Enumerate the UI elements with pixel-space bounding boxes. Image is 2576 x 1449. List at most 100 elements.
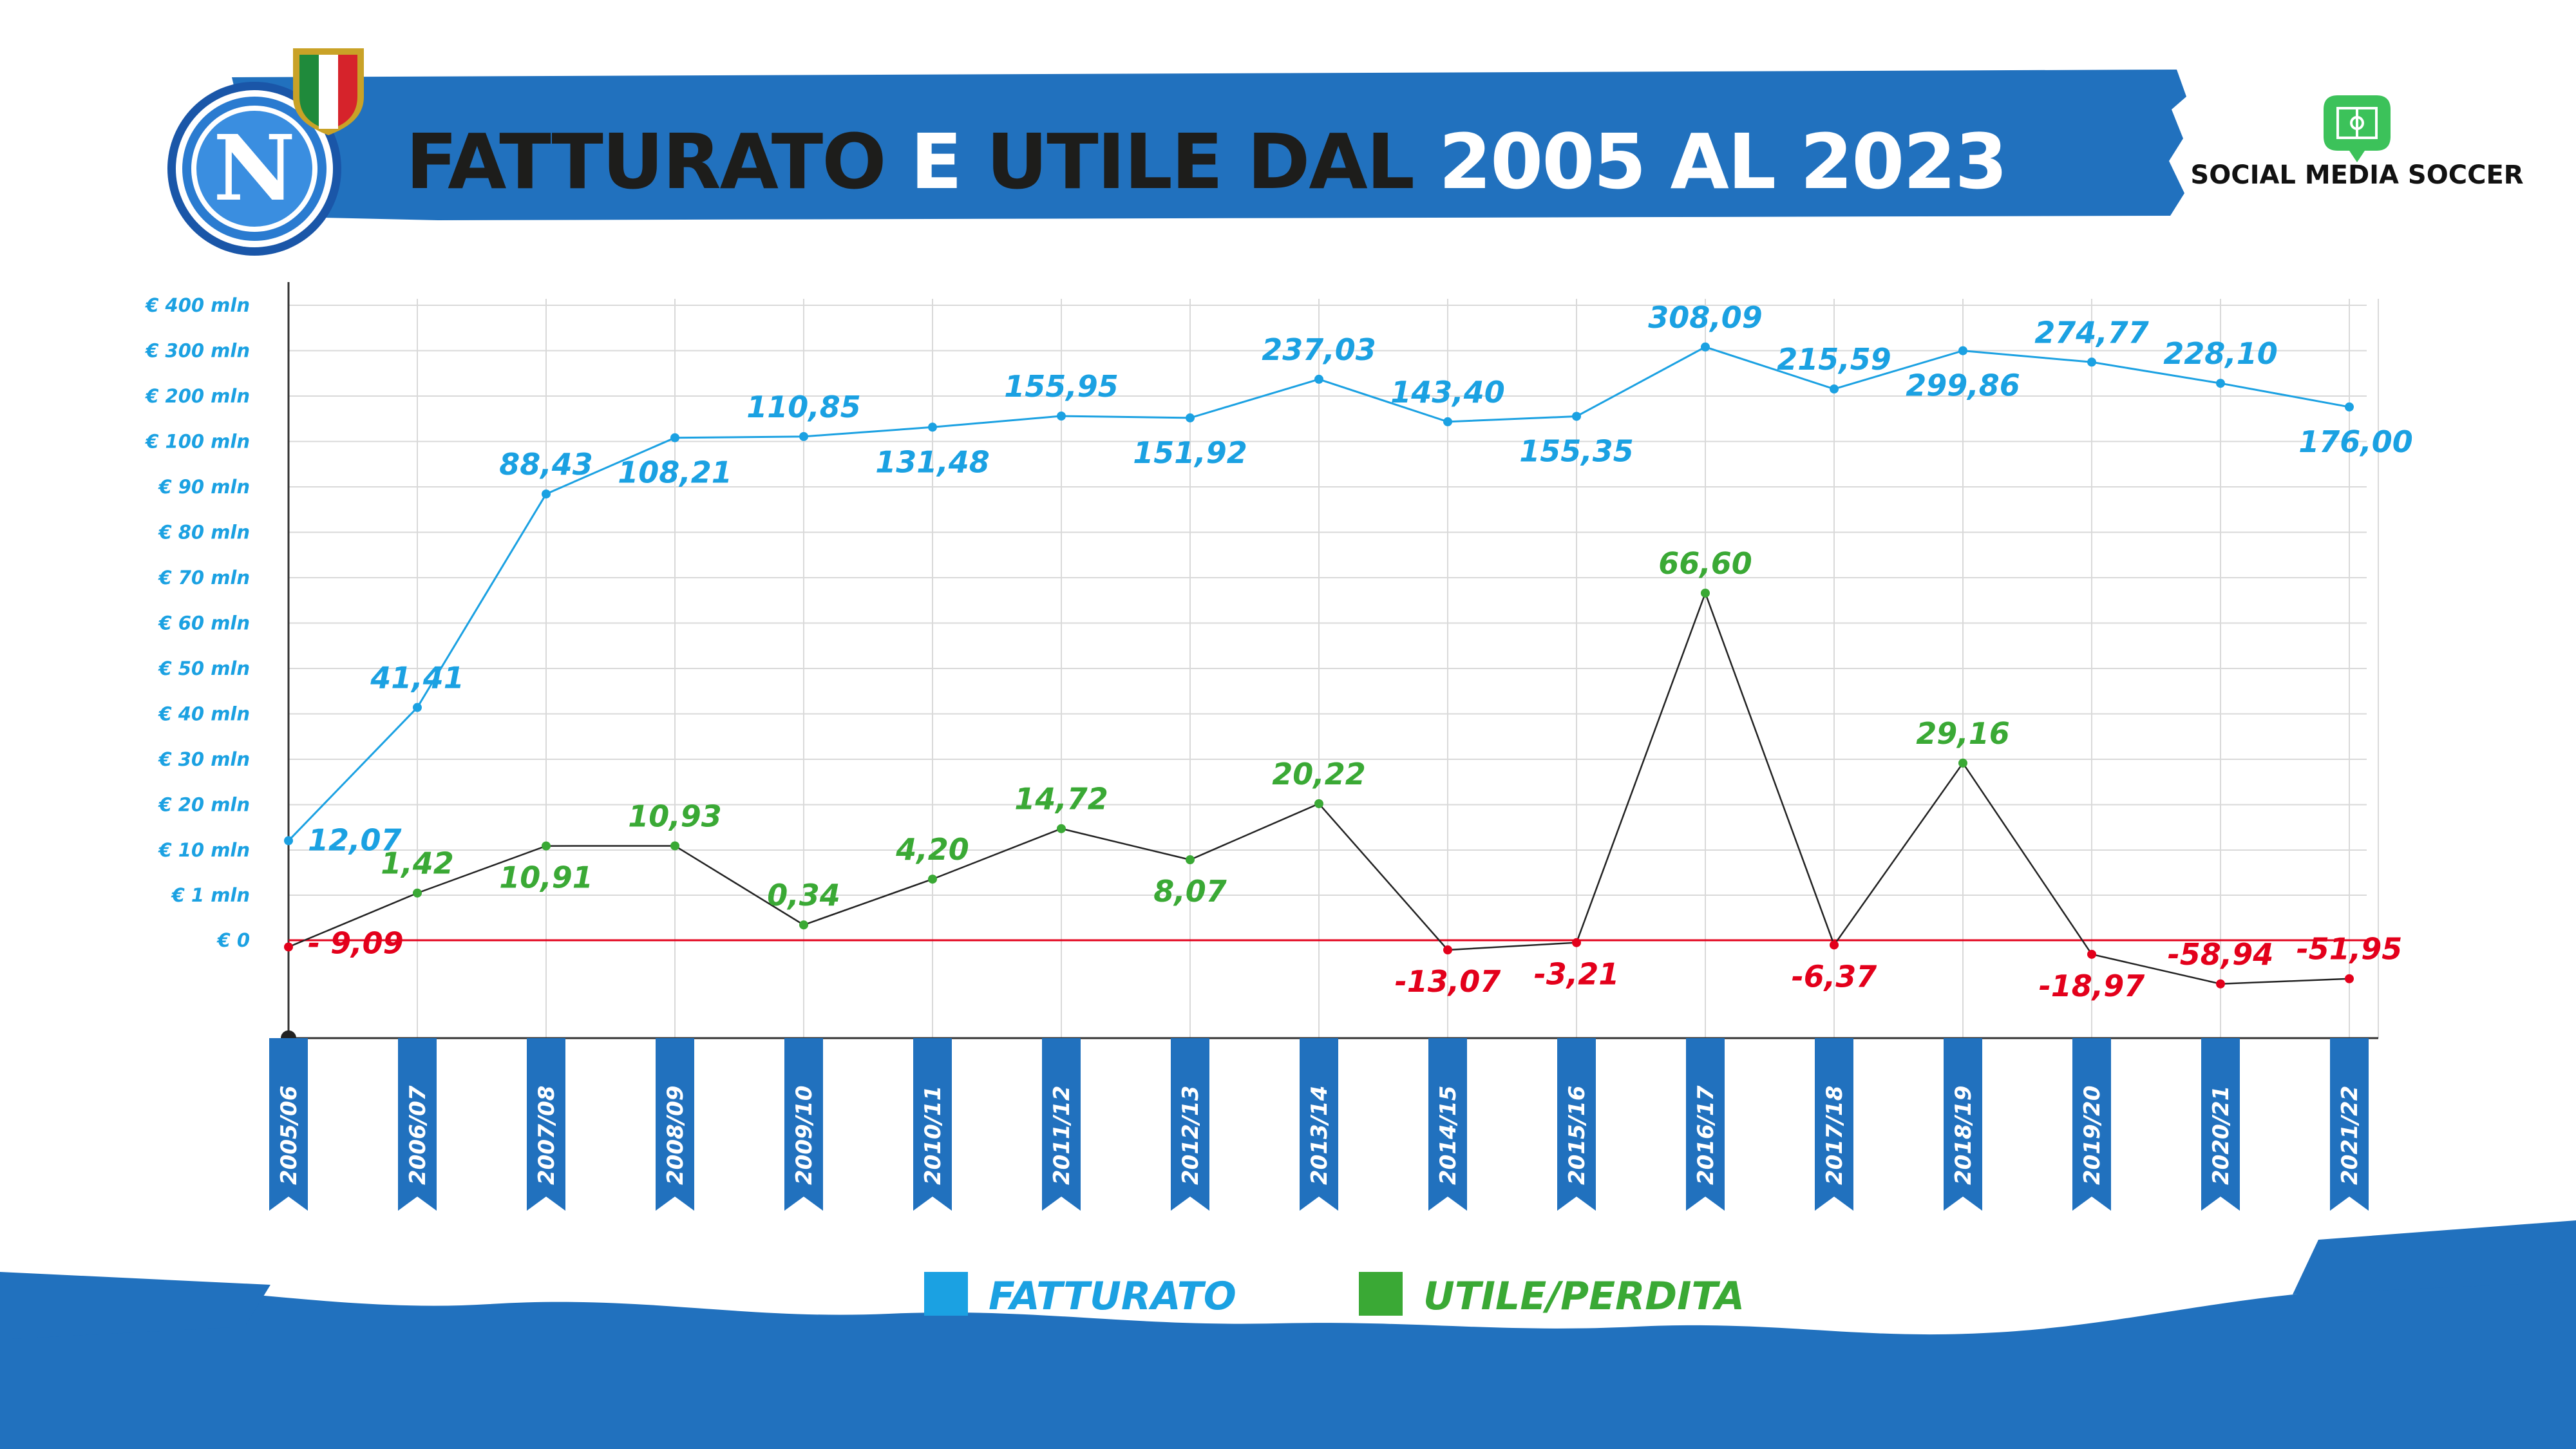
legend-label-fatturato: FATTURATO [989,1274,1236,1319]
title-years: 2005 AL 2023 [1439,117,2007,206]
utile-perdita-point [1958,758,1967,768]
bottom-band-accent-left [0,1272,270,1340]
fatturato-data-label: 110,85 [746,390,861,424]
utile-perdita-data-label: 20,22 [1272,757,1366,791]
fatturato-data-label: 151,92 [1133,435,1247,470]
season-ribbon [1300,1038,1338,1211]
season-label: 2007/08 [534,1086,560,1185]
utile-perdita-data-label: 8,07 [1153,874,1227,909]
season-ribbon [2201,1038,2240,1211]
season-label: 2009/10 [791,1086,817,1185]
fatturato-data-label: 88,43 [499,447,593,482]
season-ribbon [1428,1038,1467,1211]
season-label: 2013/14 [1307,1086,1332,1185]
season-ribbon [1686,1038,1725,1211]
fatturato-data-label: 299,86 [1906,368,2020,403]
y-tick-label: € 100 mln [144,431,250,453]
y-tick-label: € 0 [216,929,250,951]
fatturato-data-label: 131,48 [875,444,990,479]
y-tick-label: € 200 mln [144,385,250,407]
title-word-fatturato: FATTURATO [406,117,886,206]
legend-swatch-fatturato [924,1272,968,1316]
season-label: 2011/12 [1049,1086,1075,1185]
bottom-band-accent [2293,1220,2576,1294]
season-ribbon [913,1038,952,1211]
scudetto-shield-icon [293,48,364,135]
utile-perdita-data-label: 4,20 [895,832,969,867]
season-label: 2015/16 [1564,1086,1590,1185]
season-label: 2019/20 [2079,1086,2105,1185]
fatturato-data-label: 215,59 [1777,342,1891,377]
fatturato-data-label: 155,95 [1004,369,1119,404]
utile-perdita-point [1186,855,1195,865]
fatturato-point [1443,417,1452,426]
season-label: 2014/15 [1435,1086,1461,1185]
y-tick-label: € 300 mln [144,340,250,362]
fatturato-point [928,422,937,432]
season-label: 2018/19 [1951,1086,1976,1185]
utile-perdita-point [2345,974,2354,983]
fatturato-data-label: 176,00 [2298,424,2413,459]
utile-perdita-data-label: 10,93 [628,799,722,833]
utile-perdita-point [1701,588,1710,598]
grid [288,299,2379,1038]
fatturato-point [1572,412,1581,421]
y-tick-label: € 400 mln [144,294,250,316]
utile-perdita-data-label: 0,34 [767,878,840,913]
utile-perdita-point [1314,799,1323,808]
y-tick-label: € 50 mln [157,658,250,679]
utile-perdita-data-label: -51,95 [2297,932,2403,967]
season-ribbons: 2005/06 2006/07 2007/08 2008/09 2009/10 2010/… [269,1038,2369,1211]
fatturato-point [1186,413,1195,422]
season-ribbon [2072,1038,2111,1211]
utile-perdita-data-label: 1,42 [381,846,454,881]
y-tick-labels: € 0 € 1 mln € 10 mln € 20 mln € 30 mln € 40 m… [144,294,250,951]
season-label: 2021/22 [2337,1086,2363,1185]
y-tick-label: € 60 mln [157,612,250,634]
season-label: 2010/11 [920,1086,946,1185]
season-ribbon [269,1038,308,1211]
season-label: 2005/06 [276,1086,302,1185]
utile-perdita-point [1057,824,1066,833]
season-ribbon [1171,1038,1209,1211]
y-tick-label: € 30 mln [157,748,250,770]
utile-perdita-point [413,888,422,898]
y-tick-label: € 40 mln [157,703,250,725]
utile-perdita-data-label: -13,07 [1395,964,1501,999]
utile-perdita-point [1830,940,1839,950]
fatturato-data-label: 143,40 [1390,375,1505,410]
season-ribbon [2330,1038,2369,1211]
fatturato-point [1314,374,1323,384]
utile-perdita-point [670,841,679,851]
fatturato-data-label: 274,77 [2034,315,2149,350]
brand-name: SOCIAL MEDIA SOCCER [2190,160,2523,190]
utile-perdita-data-label: 29,16 [1916,716,2010,751]
chart-title: FATTURATO E UTILE DAL 2005 AL 2023 [406,117,2007,206]
fatturato-point [413,703,422,712]
fatturato-point [2345,402,2354,412]
fatturato-data-label: 12,07 [308,822,402,857]
fatturato-data-label: 155,35 [1519,433,1634,468]
fatturato-data-label: 308,09 [1648,300,1763,335]
fatturato-data-label: 237,03 [1262,332,1376,367]
series-points [284,342,2354,989]
fatturato-point [1701,342,1710,352]
fatturato-point [1057,412,1066,421]
fatturato-point [670,433,679,442]
season-label: 2006/07 [405,1085,431,1185]
legend-label-utile: UTILE/PERDITA [1423,1274,1745,1319]
season-ribbon [784,1038,823,1211]
fatturato-data-label: 228,10 [2163,336,2278,371]
y-tick-label: € 1 mln [171,884,250,906]
napoli-logo: N [167,82,341,256]
brand-logo: SOCIAL MEDIA SOCCER [2190,95,2524,190]
fatturato-point [2087,357,2096,367]
utile-perdita-point [284,942,293,952]
season-ribbon [1815,1038,1853,1211]
fatturato-point [542,489,551,499]
utile-perdita-point [542,841,551,851]
title-banner [229,70,2186,220]
utile-perdita-point [2087,949,2096,959]
season-label: 2020/21 [2208,1086,2234,1185]
